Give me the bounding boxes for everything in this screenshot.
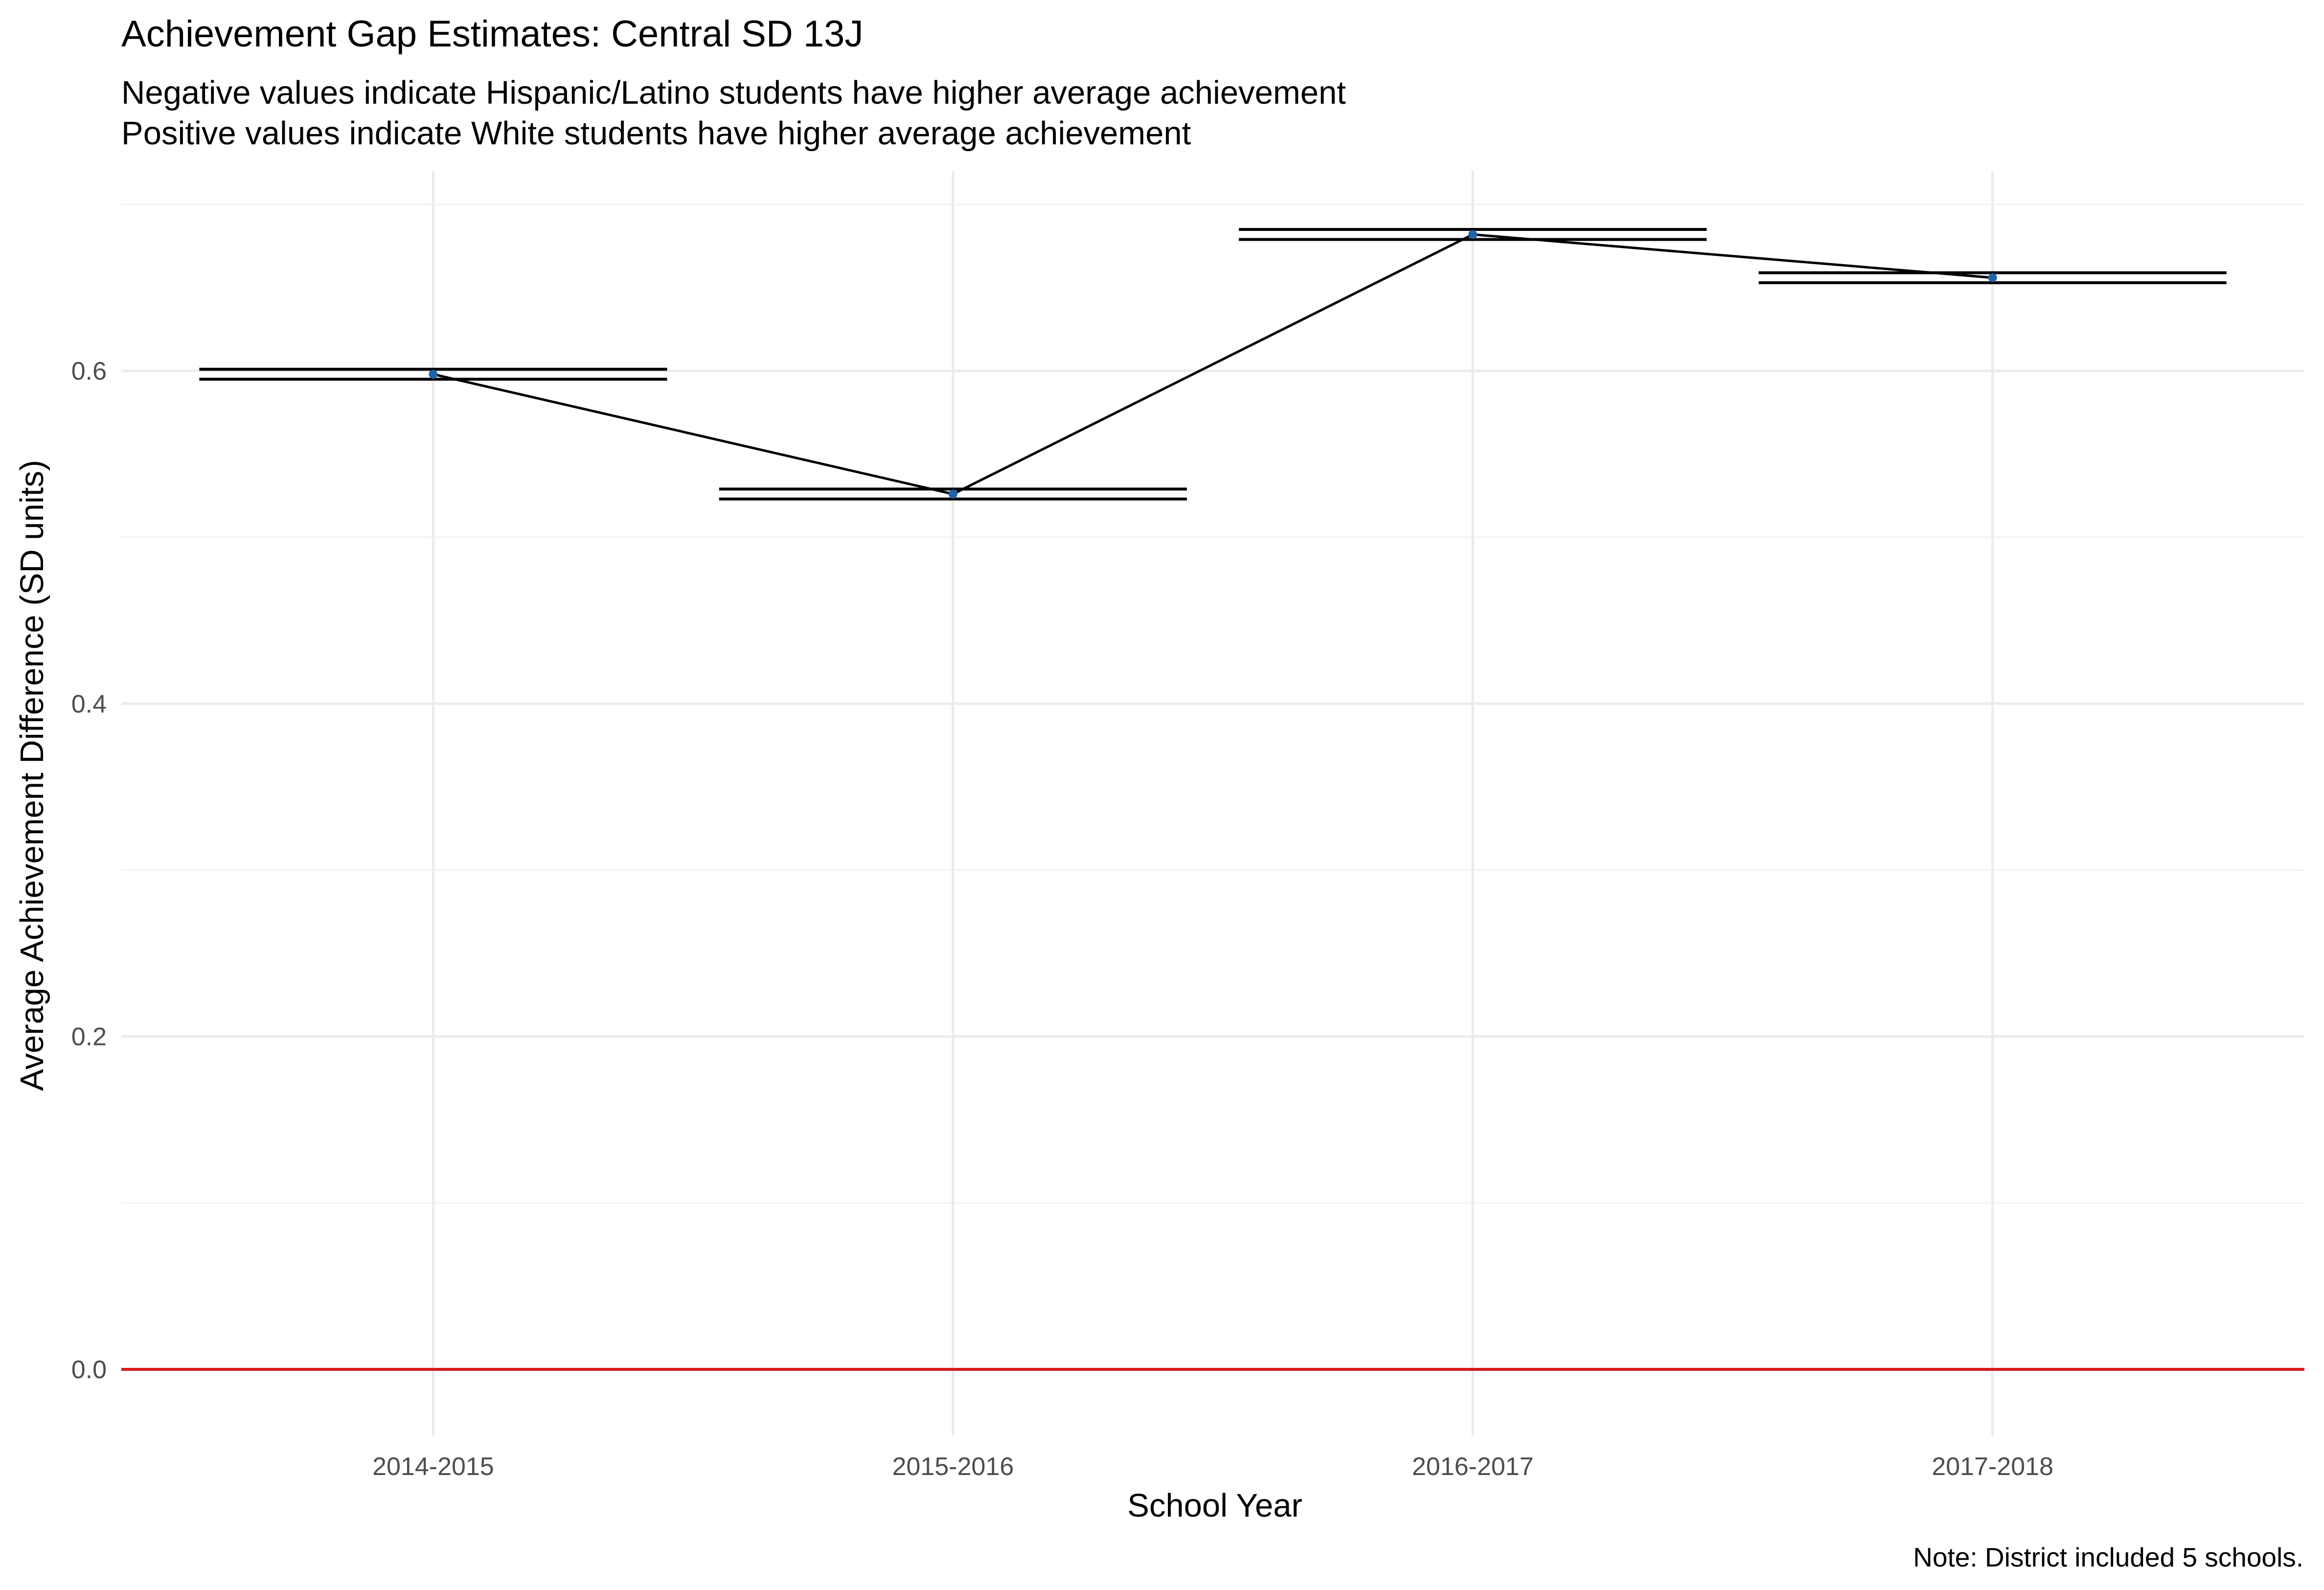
chart-title: Achievement Gap Estimates: Central SD 13… (121, 13, 863, 55)
chart-subtitle-line-2: Positive values indicate White students … (121, 115, 1191, 152)
series-line-layer (433, 233, 1993, 496)
x-axis-title: School Year (1127, 1487, 1302, 1524)
data-point (429, 369, 438, 379)
data-points (429, 230, 1997, 499)
y-tick-label: 0.6 (71, 357, 107, 386)
plot-area (121, 171, 2304, 1436)
data-point (1468, 230, 1478, 239)
y-tick-label: 0.4 (71, 690, 107, 718)
data-point (1988, 273, 1997, 282)
y-tick-label: 0.0 (71, 1356, 107, 1384)
chart-caption: Note: District included 5 schools. (1913, 1542, 2303, 1572)
x-axis-ticks: 2014-2015 2015-2016 2016-2017 2017-2018 (372, 1453, 2053, 1481)
y-tick-label: 0.2 (71, 1023, 107, 1051)
x-tick-label: 2015-2016 (892, 1453, 1014, 1481)
error-bars (199, 228, 2227, 501)
chart-subtitle-line-1: Negative values indicate Hispanic/Latino… (121, 74, 1346, 111)
x-tick-label: 2014-2015 (372, 1453, 494, 1481)
data-point (948, 489, 957, 499)
y-axis-title: Average Achievement Difference (SD units… (14, 460, 50, 1091)
x-tick-label: 2017-2018 (1932, 1453, 2053, 1481)
y-axis-ticks: 0.0 0.2 0.4 0.6 (71, 357, 107, 1384)
grid-lines (121, 171, 2304, 1436)
series-line (433, 233, 1993, 496)
x-tick-label: 2016-2017 (1412, 1453, 1534, 1481)
